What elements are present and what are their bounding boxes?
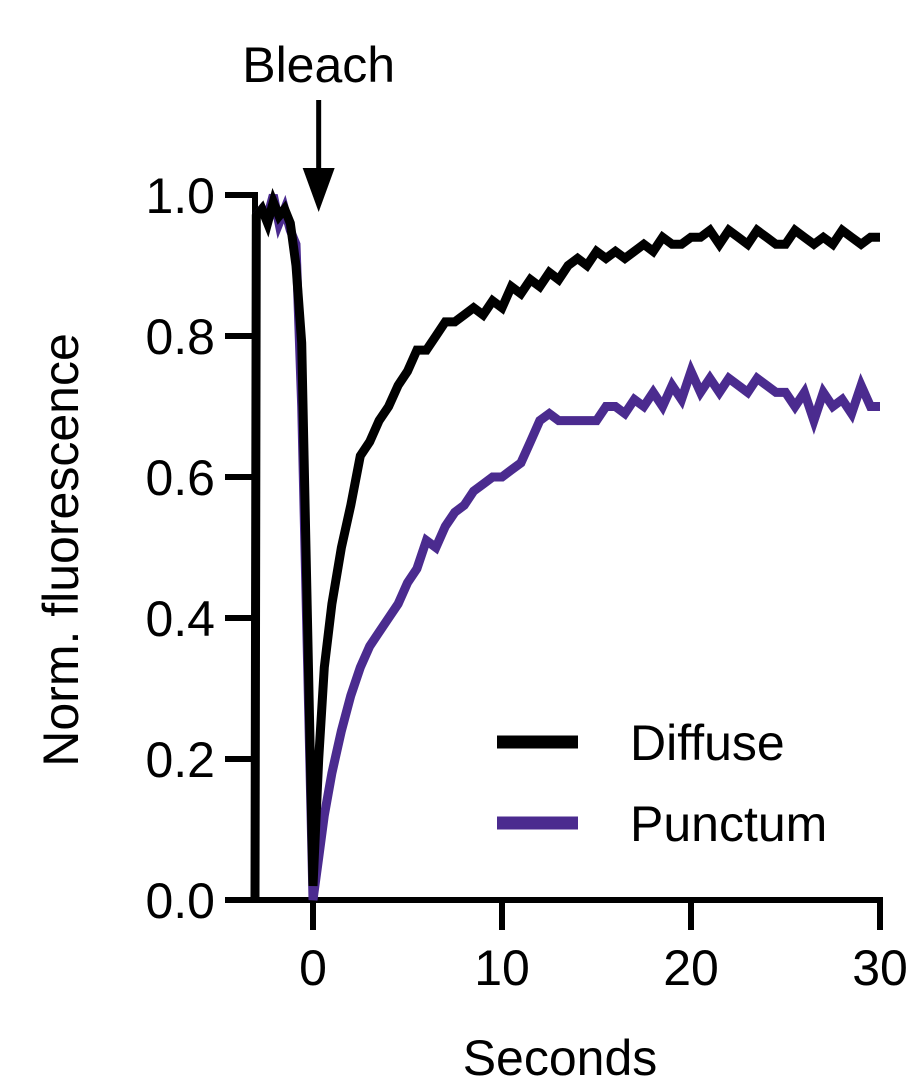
x-tick-label: 30 <box>852 940 908 996</box>
axes: 0.0 0.2 0.4 0.6 0.8 1.0 0 10 20 30 <box>145 168 907 996</box>
y-ticks: 0.0 0.2 0.4 0.6 0.8 1.0 <box>145 168 255 929</box>
legend-label-punctum: Punctum <box>630 796 827 852</box>
series-line-diffuse <box>250 187 880 901</box>
y-tick-label: 0.6 <box>145 450 215 506</box>
y-tick-label: 0.0 <box>145 873 215 929</box>
y-tick-label: 0.2 <box>145 732 215 788</box>
bleach-label: Bleach <box>242 37 395 93</box>
x-tick-label: 20 <box>663 940 719 996</box>
legend-label-diffuse: Diffuse <box>630 715 785 771</box>
bleach-arrow-head <box>302 168 335 212</box>
y-tick-label: 0.8 <box>145 309 215 365</box>
series-line-punctum <box>252 193 880 901</box>
x-tick-label: 10 <box>474 940 530 996</box>
x-axis-title: Seconds <box>463 1030 658 1086</box>
x-tick-label: 0 <box>299 940 327 996</box>
y-tick-label: 1.0 <box>145 168 215 224</box>
y-tick-label: 0.4 <box>145 591 215 647</box>
y-axis-title: Norm. fluorescence <box>33 333 89 767</box>
series-group <box>250 187 880 901</box>
legend: Diffuse Punctum <box>497 715 827 852</box>
bleach-annotation: Bleach <box>242 37 395 212</box>
x-ticks: 0 10 20 30 <box>299 900 908 996</box>
